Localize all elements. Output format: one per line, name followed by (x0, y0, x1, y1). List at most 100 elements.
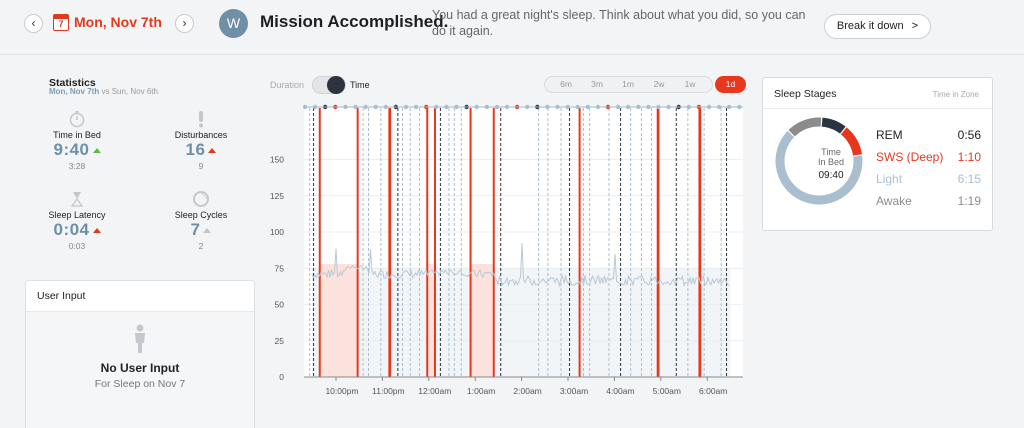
calendar-icon[interactable]: 7 (53, 14, 69, 31)
x-tick-label: 11:00pm (372, 386, 404, 396)
stat-label: Disturbances (174, 130, 228, 140)
stopwatch-icon (69, 111, 85, 128)
no-user-input-text: No User Input (100, 361, 180, 375)
stat-value-text: 7 (190, 220, 201, 239)
cycle-icon (193, 191, 209, 207)
sleep-stages-title: Sleep Stages (774, 88, 837, 100)
statistics-title: Statistics (49, 77, 96, 89)
stat-label: Sleep Latency (48, 210, 106, 220)
compare-previous-date: Sun, Nov 6th (111, 87, 158, 96)
header-bar: ‹ 7 Mon, Nov 7th › W Mission Accomplishe… (0, 0, 1024, 55)
stat-previous: 3:28 (68, 161, 86, 171)
sleep-stages-panel: Sleep Stages Time in Zone Time In Bed 09:… (762, 77, 993, 231)
compare-current-date: Mon, Nov 7th (49, 87, 100, 96)
stat-label: Time in Bed (53, 130, 101, 140)
stat-sleep-cycles: Sleep Cycles 7 2 (146, 190, 256, 251)
legend-name: REM (876, 128, 903, 142)
heart-rate-line (311, 243, 730, 288)
next-day-button[interactable]: › (175, 14, 194, 33)
trend-up-icon (92, 148, 101, 154)
x-tick-label: 12:00am (418, 386, 451, 396)
legend-name: Awake (876, 194, 912, 208)
y-tick-label: 100 (270, 227, 284, 237)
donut-segment-light[interactable] (775, 130, 863, 205)
stat-previous: 2 (198, 241, 204, 251)
legend-value: 0:56 (957, 128, 981, 142)
deep-sleep-band (319, 263, 358, 377)
x-tick-label: 5:00am (653, 386, 681, 396)
range-1m-button[interactable]: 1m (622, 79, 634, 89)
sleep-stages-header: Sleep Stages Time in Zone (763, 78, 992, 109)
y-tick-label: 75 (275, 263, 285, 273)
stat-previous: 9 (198, 161, 204, 171)
x-tick-label: 4:00am (606, 386, 634, 396)
donut-center-value: 09:40 (818, 170, 844, 181)
y-tick-label: 25 (275, 336, 285, 346)
donut-segment-rem[interactable] (821, 117, 846, 134)
legend-value: 1:19 (957, 194, 981, 208)
heart-rate-sleep-chart: 0 25 50 75 100 125 150 10:00pm 11:00pm 12:00am 1:0… (270, 104, 743, 396)
donut-center-label: Time In Bed (817, 147, 845, 167)
legend-value: 1:10 (957, 150, 981, 164)
y-tick-label: 0 (279, 372, 284, 382)
time-in-zone-label: Time in Zone (932, 90, 979, 99)
stat-previous: 0:03 (68, 241, 86, 251)
stat-value: 7 (146, 220, 256, 240)
user-input-body: No User Input For Sleep on Nov 7 (26, 312, 254, 428)
y-tick-label: 50 (275, 300, 285, 310)
calendar-day: 7 (58, 19, 64, 29)
break-it-down-label: Break it down (836, 20, 904, 32)
x-tick-label: 3:00am (560, 386, 588, 396)
deep-sleep-band (470, 263, 494, 377)
x-tick-label: 2:00am (513, 386, 541, 396)
message-body: You had a great night's sleep. Think abo… (432, 8, 806, 38)
duration-time-toggle[interactable] (312, 76, 346, 94)
range-6m-button[interactable]: 6m (560, 79, 572, 89)
trend-up-icon (92, 228, 101, 234)
legend-name: SWS (Deep) (876, 150, 944, 164)
stat-label: Sleep Cycles (174, 210, 228, 220)
stat-value-text: 9:40 (53, 140, 90, 159)
user-input-date: For Sleep on Nov 7 (94, 378, 186, 390)
stat-value: 16 (146, 140, 256, 160)
statistics-compare: Mon, Nov 7th vs Sun, Nov 6th (49, 87, 158, 96)
x-tick-label: 1:00am (467, 386, 495, 396)
donut-segment-awake[interactable] (788, 117, 822, 137)
trend-up-icon (208, 148, 217, 154)
hourglass-icon (70, 192, 84, 207)
whoop-logo-icon: W (219, 9, 248, 38)
stat-time-in-bed: Time in Bed 9:40 3:28 (22, 110, 132, 171)
x-tick-label: 6:00am (699, 386, 727, 396)
y-tick-label: 150 (270, 155, 284, 165)
range-1w-button[interactable]: 1w (684, 79, 696, 89)
range-selector: 6m 3m 1m 2w 1w (544, 76, 713, 93)
trend-up-icon (203, 228, 212, 234)
stat-value: 9:40 (22, 140, 132, 160)
range-3m-button[interactable]: 3m (591, 79, 603, 89)
stat-value-text: 0:04 (53, 220, 90, 239)
deep-sleep-band (427, 263, 435, 377)
light-sleep-area (312, 268, 731, 377)
legend-name: Light (876, 172, 903, 186)
exclamation-icon (199, 111, 203, 128)
donut-segment-sws[interactable] (840, 127, 862, 156)
current-date[interactable]: Mon, Nov 7th (74, 14, 162, 30)
break-it-down-button[interactable]: Break it down > (824, 14, 931, 39)
toggle-knob[interactable] (327, 76, 345, 94)
user-input-title: User Input (26, 281, 254, 312)
chevron-right-icon: > (911, 20, 919, 32)
time-label: Time (350, 80, 370, 90)
prev-day-button[interactable]: ‹ (24, 14, 43, 33)
duration-label: Duration (270, 80, 305, 90)
message-title: Mission Accomplished. (260, 12, 449, 31)
range-1d-button[interactable]: 1d (715, 76, 746, 93)
x-tick-label: 10:00pm (325, 386, 358, 396)
range-2w-button[interactable]: 2w (653, 79, 665, 89)
stat-sleep-latency: Sleep Latency 0:04 0:03 (22, 190, 132, 251)
user-input-panel: User Input No User Input For Sleep on No… (25, 280, 255, 428)
compare-vs: vs (101, 87, 110, 96)
stat-disturbances: Disturbances 16 9 (146, 110, 256, 171)
person-icon (135, 324, 145, 353)
legend-value: 6:15 (957, 172, 981, 186)
stat-value-text: 16 (185, 140, 206, 159)
